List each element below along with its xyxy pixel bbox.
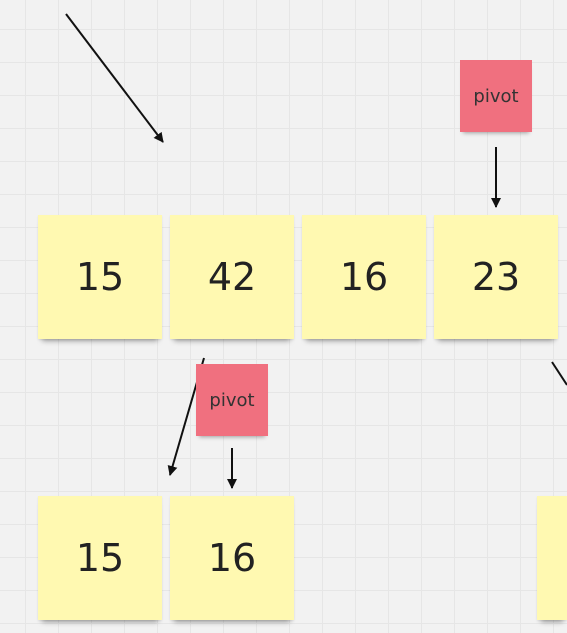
pivot-label: pivot bbox=[209, 389, 255, 411]
sticky-value: 15 bbox=[75, 536, 125, 580]
sticky-note-16[interactable]: 16 bbox=[302, 215, 426, 339]
pivot-label: pivot bbox=[473, 85, 519, 107]
sticky-value: 15 bbox=[75, 255, 125, 299]
sticky-note-16-lower[interactable]: 16 bbox=[170, 496, 294, 620]
sticky-value: 16 bbox=[339, 255, 389, 299]
pivot-note-top[interactable]: pivot bbox=[460, 60, 532, 132]
sticky-note-15[interactable]: 15 bbox=[38, 215, 162, 339]
connector-arrow-right-offscreen[interactable] bbox=[551, 361, 567, 386]
sticky-value: 42 bbox=[207, 255, 257, 299]
sticky-value: 23 bbox=[471, 255, 521, 299]
sticky-note-partial[interactable] bbox=[537, 496, 567, 620]
connector-arrow-top-left[interactable] bbox=[65, 13, 164, 143]
sticky-value: 16 bbox=[207, 536, 257, 580]
sticky-note-23[interactable]: 23 bbox=[434, 215, 558, 339]
sticky-note-15-lower[interactable]: 15 bbox=[38, 496, 162, 620]
pivot-note-bottom[interactable]: pivot bbox=[196, 364, 268, 436]
sticky-note-42[interactable]: 42 bbox=[170, 215, 294, 339]
